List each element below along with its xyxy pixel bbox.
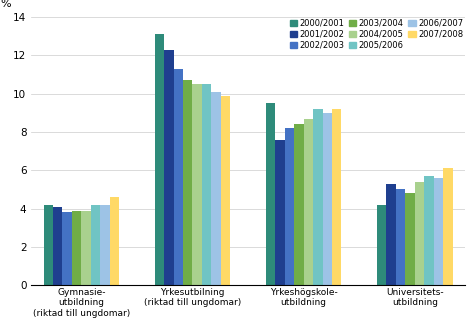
Bar — [303, 118, 313, 285]
Bar — [313, 109, 323, 285]
Bar — [332, 109, 341, 285]
Bar — [405, 193, 415, 285]
Bar — [434, 178, 443, 285]
Bar — [386, 184, 396, 285]
Legend: 2000/2001, 2001/2002, 2002/2003, 2003/2004, 2004/2005, 2005/2006, 2006/2007, 200: 2000/2001, 2001/2002, 2002/2003, 2003/20… — [289, 18, 464, 51]
Bar — [164, 50, 174, 285]
Bar — [443, 168, 453, 285]
Bar — [377, 205, 386, 285]
Bar — [81, 211, 91, 285]
Bar — [192, 84, 202, 285]
Bar — [424, 176, 434, 285]
Bar — [275, 140, 285, 285]
Bar — [183, 80, 192, 285]
Bar — [285, 128, 294, 285]
Bar — [53, 207, 62, 285]
Bar — [323, 113, 332, 285]
Bar — [110, 197, 119, 285]
Bar — [221, 96, 230, 285]
Bar — [72, 211, 81, 285]
Bar — [155, 34, 164, 285]
Bar — [396, 189, 405, 285]
Bar — [415, 182, 424, 285]
Y-axis label: %: % — [0, 0, 11, 9]
Bar — [100, 205, 110, 285]
Bar — [294, 124, 303, 285]
Bar — [62, 213, 72, 285]
Bar — [212, 92, 221, 285]
Bar — [91, 205, 100, 285]
Bar — [174, 69, 183, 285]
Bar — [266, 103, 275, 285]
Bar — [44, 205, 53, 285]
Bar — [202, 84, 212, 285]
